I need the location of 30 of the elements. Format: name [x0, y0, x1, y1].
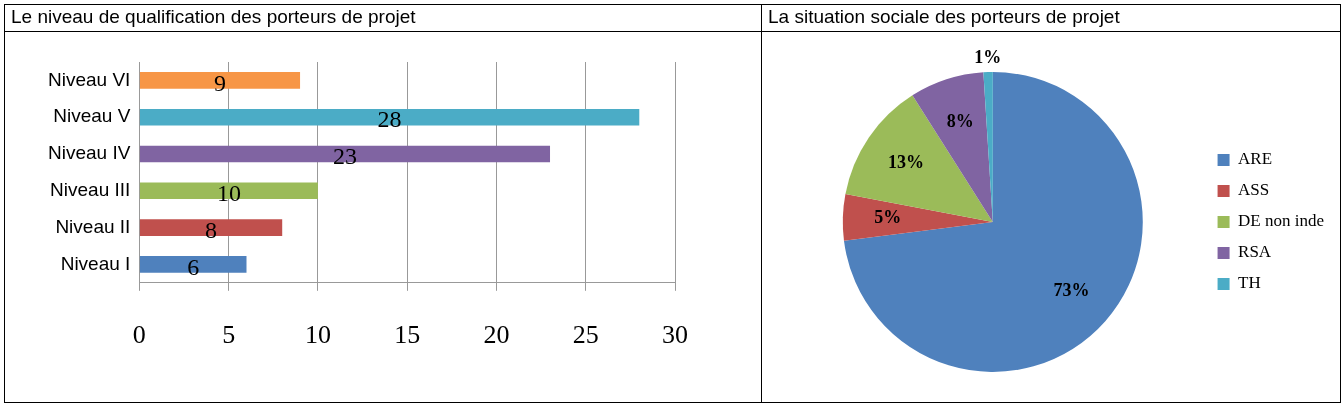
x-tick-label: 5	[222, 320, 236, 350]
x-tick-label: 30	[662, 320, 688, 350]
y-tick-label: Niveau III	[50, 179, 131, 201]
legend-label: RSA	[1238, 242, 1272, 262]
bar	[139, 219, 283, 236]
data-label: 8%	[946, 110, 974, 131]
x-tick-label: 20	[483, 320, 510, 350]
legend-label: ASS	[1238, 180, 1270, 200]
y-tick-label: Niveau I	[60, 252, 131, 274]
x-tick-label: 15	[394, 320, 421, 350]
x-tick-label: 10	[304, 320, 331, 350]
y-tick-label: Niveau IV	[48, 142, 131, 164]
chart-title: Le niveau de qualification des porteurs de projet	[4, 4, 762, 32]
data-label: 28	[377, 106, 402, 133]
y-tick-label: Niveau II	[55, 215, 131, 237]
x-tick-label: 25	[572, 320, 599, 350]
y-tick-label: Niveau V	[53, 105, 131, 127]
data-label: 13%	[887, 151, 924, 172]
bar	[139, 72, 301, 89]
y-tick-label: Niveau VI	[48, 68, 131, 90]
legend-label: TH	[1238, 273, 1261, 293]
legend-label: DE non inde	[1238, 211, 1325, 231]
bar	[139, 145, 551, 163]
bar	[139, 108, 640, 126]
legend-label: ARE	[1238, 149, 1273, 169]
x-tick-label: 0	[132, 320, 146, 350]
chart-title: La situation sociale des porteurs de projet	[761, 4, 1341, 32]
data-label: 5%	[874, 207, 902, 228]
data-label: 1%	[974, 46, 1002, 67]
data-label: 73%	[1053, 280, 1090, 301]
